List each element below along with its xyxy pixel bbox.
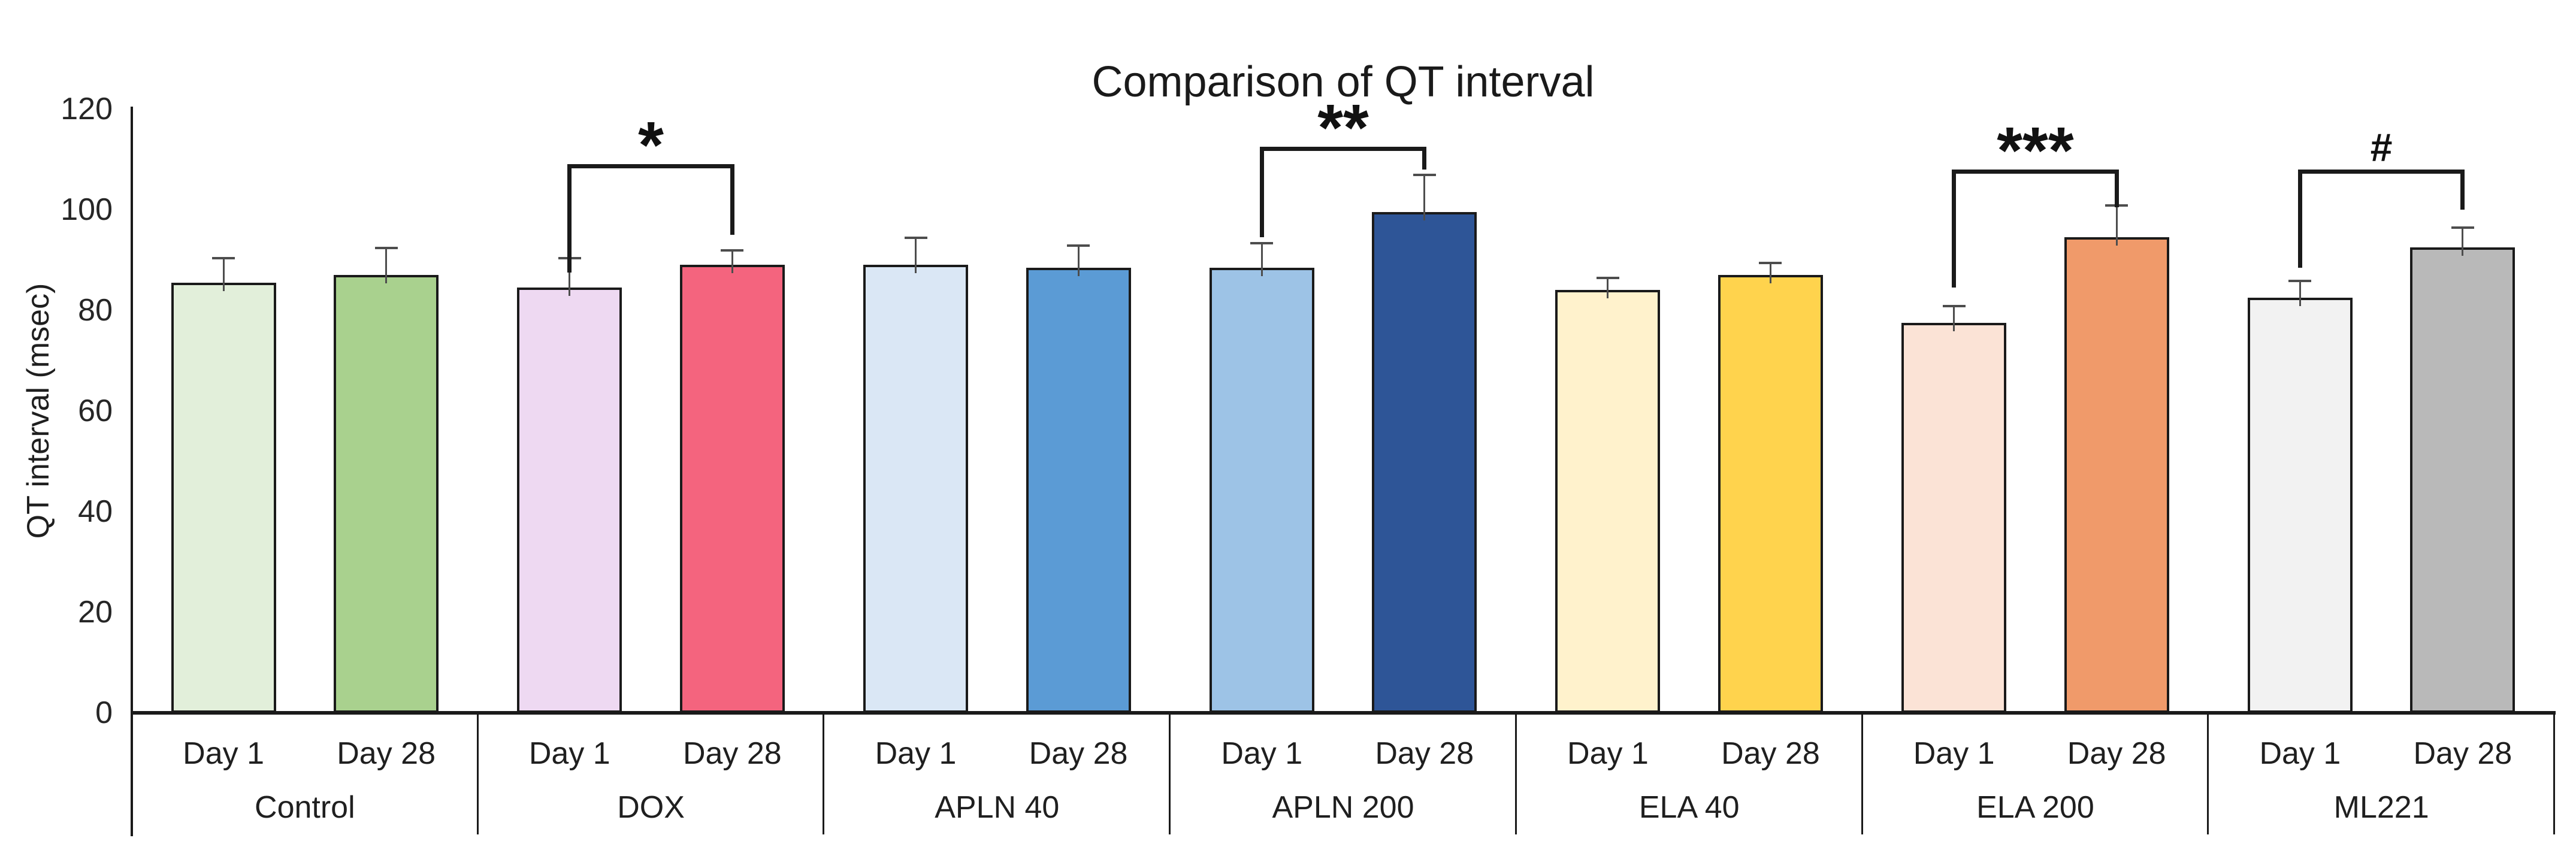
day-label: Day 28	[682, 736, 782, 771]
day-label: Day 1	[875, 736, 957, 771]
significance-symbol: ***	[1997, 113, 2074, 187]
group-divider	[823, 715, 825, 834]
day-label: Day 28	[1375, 736, 1474, 771]
error-bar-cap	[721, 249, 744, 252]
significance-bracket	[730, 164, 734, 235]
significance-bracket	[2460, 169, 2465, 210]
error-bar	[731, 250, 733, 274]
day-label: Day 1	[1221, 736, 1303, 771]
error-bar-cap	[1759, 262, 1782, 265]
error-bar	[2462, 227, 2464, 256]
error-bar	[222, 257, 225, 291]
significance-bracket	[1422, 147, 1427, 170]
y-tick-label: 60	[78, 394, 113, 428]
significance-symbol: #	[2370, 125, 2393, 170]
bar	[1718, 275, 1823, 713]
error-bar	[385, 247, 388, 284]
y-tick-label: 80	[78, 293, 113, 328]
day-label: Day 1	[1567, 736, 1649, 771]
error-bar	[1423, 174, 1426, 221]
error-bar-cap	[1413, 174, 1436, 177]
significance-symbol: *	[638, 108, 664, 183]
bar	[2064, 237, 2169, 713]
error-bar	[2299, 280, 2301, 306]
error-bar-cap	[212, 256, 235, 259]
significance-bracket	[2297, 169, 2302, 268]
day-label: Day 1	[2259, 736, 2341, 771]
bar	[2247, 298, 2353, 713]
group-divider	[1861, 715, 1863, 834]
y-tick-label: 20	[78, 595, 113, 630]
error-bar-cap	[1250, 241, 1274, 244]
error-bar	[1607, 277, 1609, 299]
group-divider	[1514, 715, 1517, 834]
error-bar-cap	[1596, 277, 1619, 280]
significance-bracket	[567, 164, 572, 273]
significance-symbol: **	[1317, 91, 1369, 165]
error-bar	[569, 257, 571, 297]
error-bar-cap	[904, 237, 927, 240]
group-label: ELA 40	[1638, 790, 1740, 825]
x-axis-line	[131, 711, 2556, 715]
day-label: Day 28	[2067, 736, 2166, 771]
day-label: Day 28	[2413, 736, 2512, 771]
error-bar	[2115, 204, 2118, 246]
y-tick-label: 120	[61, 92, 113, 126]
bar	[1555, 290, 1661, 713]
group-label: APLN 40	[935, 790, 1060, 825]
bar	[517, 288, 622, 713]
bar	[1901, 323, 2007, 713]
error-bar-cap	[1942, 304, 1966, 307]
error-bar	[1769, 262, 1771, 284]
day-label: Day 1	[1913, 736, 1995, 771]
y-tick-label: 0	[95, 695, 113, 730]
significance-bracket	[567, 164, 734, 169]
bar	[863, 265, 969, 713]
group-label: DOX	[617, 790, 685, 825]
group-divider	[2207, 715, 2209, 834]
day-label: Day 1	[528, 736, 610, 771]
day-label: Day 1	[183, 736, 265, 771]
group-label: ML221	[2333, 790, 2429, 825]
group-label: APLN 200	[1272, 790, 1414, 825]
error-bar	[915, 237, 917, 274]
day-label: Day 28	[337, 736, 436, 771]
error-bar-cap	[2288, 279, 2312, 282]
bar	[334, 275, 439, 713]
bar	[2410, 247, 2515, 713]
day-label: Day 28	[1029, 736, 1128, 771]
chart-title: Comparison of QT interval	[1092, 58, 1595, 106]
bar	[1372, 212, 1477, 713]
bar	[679, 265, 785, 713]
error-bar	[1953, 305, 1955, 331]
error-bar-cap	[374, 247, 398, 249]
error-bar	[1077, 244, 1080, 276]
error-bar	[1260, 242, 1263, 276]
group-divider	[2553, 715, 2555, 834]
bar	[171, 282, 276, 713]
error-bar-cap	[2451, 226, 2474, 229]
group-divider	[476, 715, 479, 834]
group-divider	[1169, 715, 1171, 834]
y-tick-label: 40	[78, 494, 113, 529]
significance-bracket	[1259, 147, 1427, 151]
bar	[1026, 267, 1131, 713]
bar	[1209, 267, 1314, 713]
y-axis-line	[131, 107, 133, 836]
significance-bracket	[1259, 147, 1264, 238]
error-bar-cap	[1067, 244, 1090, 247]
group-label: ELA 200	[1976, 790, 2094, 825]
significance-bracket	[2114, 169, 2119, 207]
day-label: Day 28	[1721, 736, 1820, 771]
significance-bracket	[2297, 169, 2465, 174]
significance-bracket	[1952, 169, 2119, 174]
significance-bracket	[1952, 169, 1957, 288]
group-label: Control	[255, 790, 355, 825]
y-tick-label: 100	[61, 192, 113, 227]
